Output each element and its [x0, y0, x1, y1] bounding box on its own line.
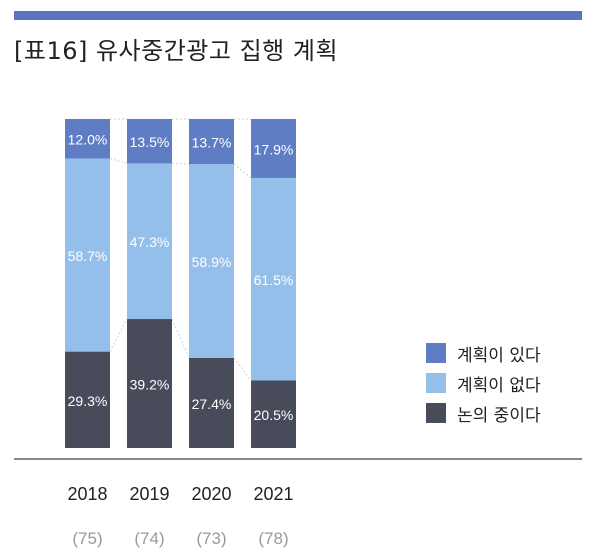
bar-2019-plan_yes	[127, 119, 172, 164]
data-label-2020-plan_yes: 13.7%	[192, 135, 232, 151]
legend-item-plan-yes: 계획이 있다	[426, 338, 541, 368]
bar-2018-plan_no	[65, 158, 110, 352]
data-label-2018-plan_no: 58.7%	[68, 248, 108, 264]
bar-2020-plan_no	[189, 164, 234, 358]
data-label-2021-plan_yes: 17.9%	[254, 141, 294, 157]
bar-2018-reviewing	[65, 351, 110, 448]
bar-2020-reviewing	[189, 357, 234, 448]
sample-count-2018: (75)	[72, 529, 102, 548]
bar-2021-plan_no	[251, 177, 296, 381]
data-label-2019-reviewing: 39.2%	[130, 377, 170, 393]
bar-2021-plan_yes	[251, 119, 296, 178]
bar-2019-reviewing	[127, 319, 172, 448]
legend-swatch-plan-no	[426, 373, 446, 393]
x-tick-label-2021: 2021	[253, 484, 293, 504]
legend-label-plan-yes: 계획이 있다	[457, 345, 541, 366]
connector-2019-0	[171, 318, 190, 359]
sample-count-2019: (74)	[134, 529, 164, 548]
bar-2018-plan_yes	[65, 119, 110, 159]
legend-swatch-plan-yes	[426, 343, 446, 363]
connector-2020-0	[233, 357, 252, 381]
connector-2020-1	[233, 163, 252, 179]
x-tick-label-2020: 2020	[191, 484, 231, 504]
data-label-2019-plan_yes: 13.5%	[130, 134, 170, 150]
data-label-2021-plan_no: 61.5%	[254, 272, 294, 288]
data-label-2019-plan_no: 47.3%	[130, 234, 170, 250]
data-label-2018-plan_yes: 12.0%	[68, 132, 108, 148]
legend-item-reviewing: 논의 중이다	[426, 398, 541, 428]
data-label-2018-reviewing: 29.3%	[68, 393, 108, 409]
x-tick-label-2018: 2018	[67, 484, 107, 504]
connector-2018-0	[109, 318, 128, 352]
legend-swatch-reviewing	[426, 403, 446, 423]
data-label-2020-plan_no: 58.9%	[192, 254, 232, 270]
legend-label-reviewing: 논의 중이다	[457, 405, 541, 426]
title-rule	[14, 11, 582, 20]
chart-title: [표16] 유사중간광고 집행 계획	[14, 37, 339, 65]
x-tick-label-2019: 2019	[129, 484, 169, 504]
data-label-2021-reviewing: 20.5%	[254, 407, 294, 423]
sample-count-2021: (78)	[258, 529, 288, 548]
sample-count-2020: (73)	[196, 529, 226, 548]
data-label-2020-reviewing: 27.4%	[192, 396, 232, 412]
legend: 계획이 있다 계획이 없다 논의 중이다	[426, 338, 541, 428]
bar-2020-plan_yes	[189, 119, 234, 165]
legend-label-plan-no: 계획이 없다	[457, 375, 541, 396]
bar-2019-plan_no	[127, 163, 172, 320]
connector-2018-1	[109, 157, 128, 164]
legend-item-plan-no: 계획이 없다	[426, 368, 541, 398]
connector-2019-1	[171, 162, 190, 165]
bar-2021-reviewing	[251, 380, 296, 448]
